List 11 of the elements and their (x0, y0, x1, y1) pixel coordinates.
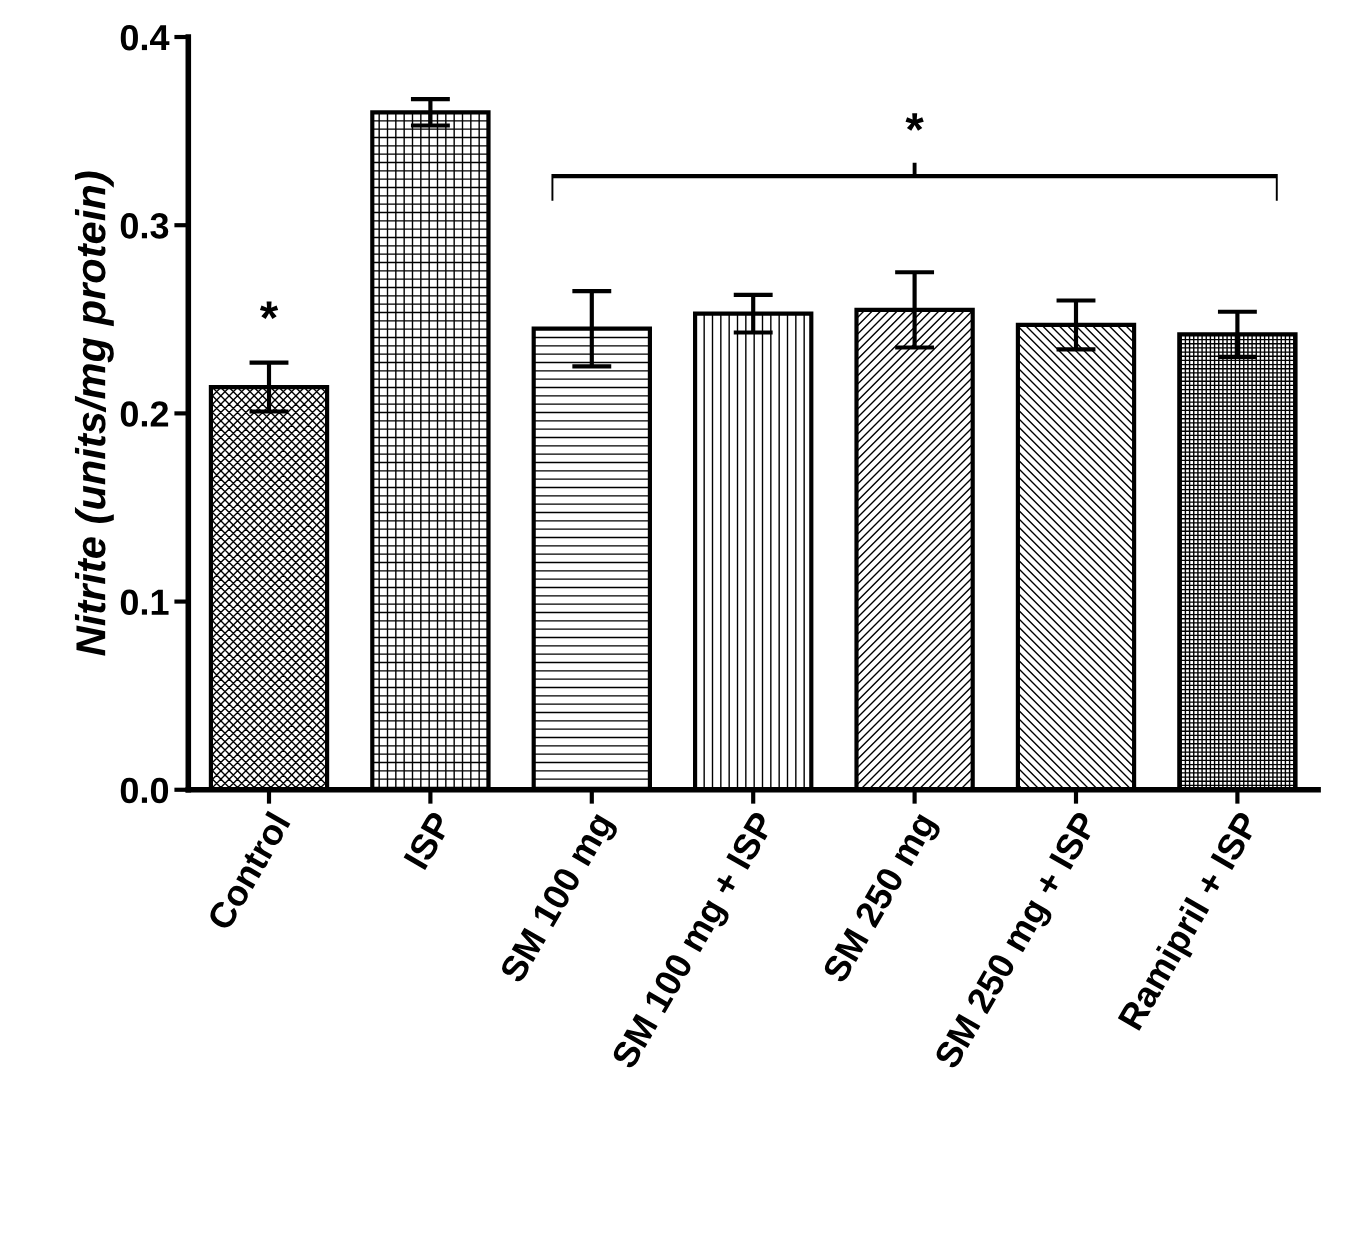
y-tick-label: 0.1 (120, 589, 169, 616)
annotation: * (905, 113, 924, 131)
y-tick-label: 0.4 (120, 24, 170, 51)
y-tick-label: 0.0 (120, 777, 169, 804)
y-tick-label: 0.3 (120, 213, 169, 239)
x-tick-label: ISP (403, 810, 453, 871)
y-axis-title: Nitrite (units/mg protein) (74, 171, 114, 656)
x-tick-label: SM 250 mg (821, 810, 943, 988)
x-tick-label: SM 100 mg (498, 810, 620, 988)
annotation: * (259, 301, 279, 320)
y-tick-label: 0.2 (120, 401, 169, 427)
